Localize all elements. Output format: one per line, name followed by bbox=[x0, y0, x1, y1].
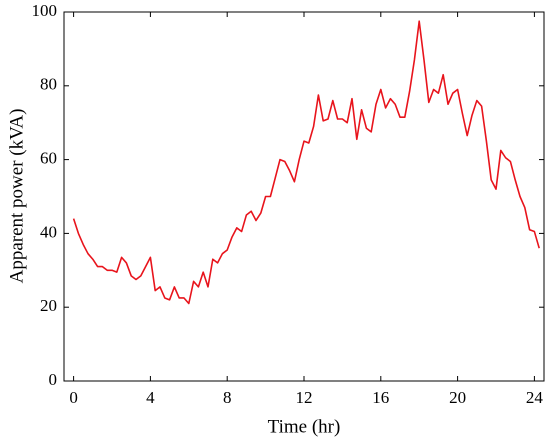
y-tick-label: 60 bbox=[40, 149, 57, 168]
data-line bbox=[72, 20, 540, 305]
y-tick-label: 80 bbox=[40, 75, 57, 94]
x-tick-label: 0 bbox=[69, 388, 78, 407]
y-axis-label: Apparent power (kVA) bbox=[6, 109, 27, 284]
x-tick-label: 8 bbox=[223, 388, 232, 407]
y-tick-label: 20 bbox=[40, 296, 57, 315]
y-tick-label: 40 bbox=[40, 222, 57, 241]
y-tick-label: 100 bbox=[32, 1, 58, 20]
x-tick-label: 20 bbox=[449, 388, 466, 407]
x-tick-label: 24 bbox=[526, 388, 544, 407]
x-tick-label: 12 bbox=[296, 388, 313, 407]
plot-frame bbox=[63, 11, 545, 382]
x-axis-label: Time (hr) bbox=[268, 416, 341, 437]
y-tick-label: 0 bbox=[49, 370, 58, 389]
x-tick-label: 4 bbox=[146, 388, 155, 407]
x-tick-label: 16 bbox=[372, 388, 389, 407]
